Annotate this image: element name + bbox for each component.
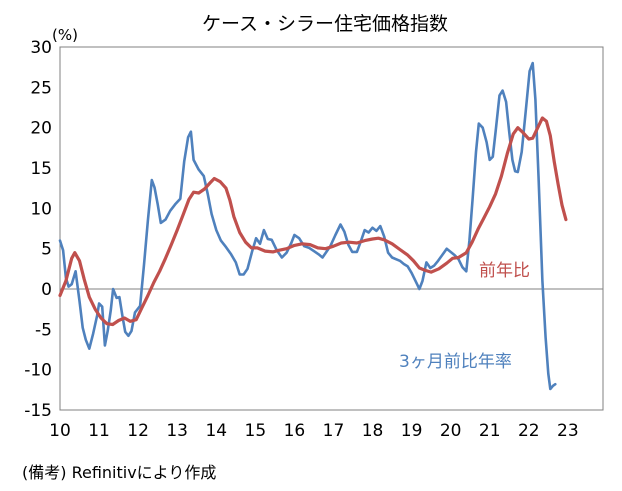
y-tick-label: 20	[30, 119, 52, 139]
x-axis-ticks: 10 11 12 13 14 15 16 17 18 19 20 21 22 23	[49, 421, 578, 441]
y-tick-label: 5	[41, 240, 52, 260]
y-tick-label: -15	[24, 401, 52, 421]
y-tick-label: -10	[24, 361, 52, 381]
y-tick-label: 30	[30, 38, 52, 58]
series-layer	[58, 61, 568, 391]
x-tick-label: 21	[479, 421, 501, 441]
y-tick-label: 25	[30, 78, 52, 98]
annualized-series-label: 3ヶ月前比年率	[399, 352, 512, 372]
x-tick-label: 13	[166, 421, 188, 441]
chart-title: ケース・シラー住宅価格指数	[202, 13, 448, 35]
plot-frame	[59, 46, 604, 411]
series-line-3m-annualized	[58, 61, 557, 391]
y-axis-unit: (%)	[52, 26, 78, 44]
x-tick-label: 16	[284, 421, 306, 441]
x-tick-label: 18	[362, 421, 384, 441]
x-tick-label: 22	[518, 421, 540, 441]
x-tick-label: 20	[440, 421, 462, 441]
x-tick-label: 11	[88, 421, 110, 441]
x-tick-label: 17	[323, 421, 345, 441]
y-tick-label: 0	[41, 280, 52, 300]
yoy-series-label: 前年比	[479, 261, 530, 281]
series-line-yoy	[58, 116, 568, 327]
x-tick-label: 19	[401, 421, 423, 441]
x-tick-label: 14	[205, 421, 227, 441]
x-tick-label: 10	[49, 421, 71, 441]
x-tick-label: 23	[557, 421, 579, 441]
x-tick-label: 15	[245, 421, 267, 441]
y-tick-label: 15	[30, 159, 52, 179]
x-tick-label: 12	[127, 421, 149, 441]
y-axis-ticks: 30 25 20 15 10 5 0 -5 -10 -15	[24, 38, 52, 421]
y-tick-label: 10	[30, 199, 52, 219]
footnote: (備考) Refinitivにより作成	[22, 463, 216, 482]
y-tick-label: -5	[35, 320, 52, 340]
